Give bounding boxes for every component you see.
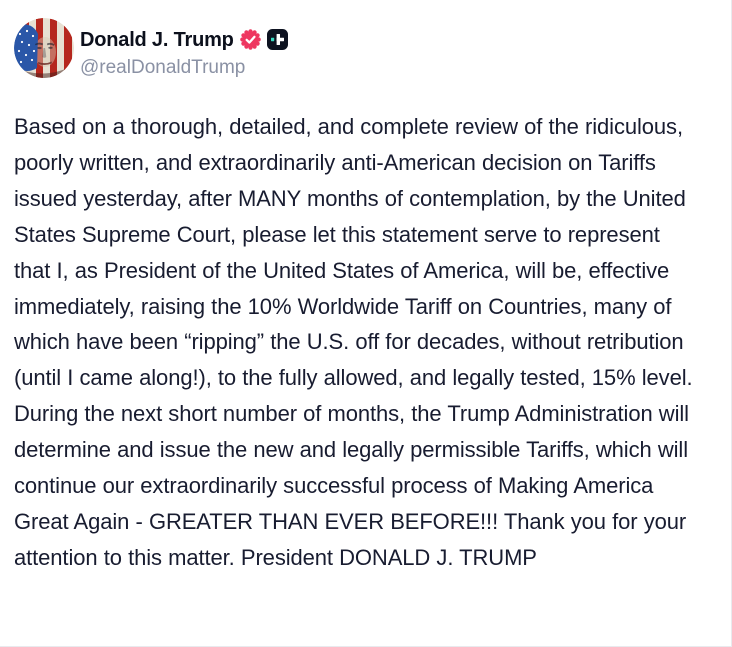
post-body: Based on a thorough, detailed, and compl…	[14, 114, 693, 570]
user-handle[interactable]: @realDonaldTrump	[80, 57, 246, 78]
flag-face-avatar-graphic	[14, 18, 74, 78]
name-row: Donald J. Trump	[80, 29, 288, 50]
post-header: Donald J. Trump	[0, 0, 731, 79]
author-block: Donald J. Trump	[80, 18, 288, 79]
truth-plus-icon	[266, 29, 288, 50]
verified-icon	[239, 29, 261, 50]
avatar[interactable]	[14, 18, 74, 78]
display-name[interactable]: Donald J. Trump	[80, 28, 234, 51]
